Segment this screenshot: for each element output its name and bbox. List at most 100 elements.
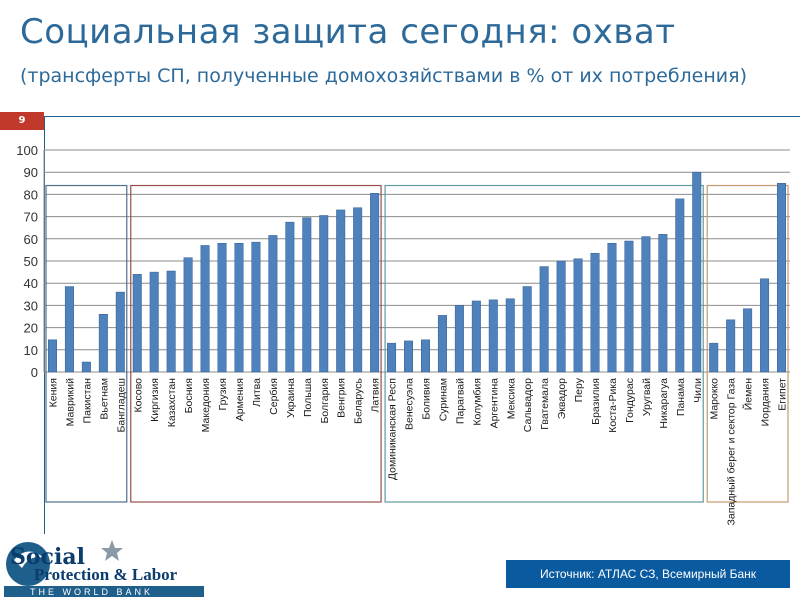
category-label: Беларусь	[353, 377, 365, 423]
group-box	[384, 184, 704, 503]
star-icon	[101, 540, 123, 561]
bar	[166, 270, 176, 373]
bar	[370, 193, 380, 373]
bar	[505, 298, 515, 373]
category-label: Киргизия	[149, 378, 161, 422]
bar	[234, 242, 244, 373]
category-label: Бангладеш	[115, 378, 127, 432]
category-label: Маврикий	[64, 378, 76, 426]
bar	[268, 235, 278, 373]
category-label: Грузия	[217, 378, 229, 410]
category-label: Пакистан	[81, 378, 93, 424]
category-label: Кения	[47, 378, 59, 407]
bar	[488, 299, 498, 373]
category-label: Иордания	[760, 378, 772, 426]
globe-icon	[6, 542, 50, 586]
category-label: Коста-Рика	[607, 378, 619, 433]
bar	[302, 217, 312, 373]
category-label: Доминиканская Респ	[387, 378, 399, 480]
category-label: Сербия	[268, 378, 280, 415]
bar	[217, 242, 227, 373]
category-label: Марокко	[709, 378, 721, 420]
slide-title: Социальная защита сегодня: охват	[20, 12, 676, 52]
category-label: Армения	[234, 378, 246, 421]
y-tick-label: 40	[24, 276, 38, 291]
bar	[404, 340, 414, 373]
bar	[115, 291, 125, 373]
bar	[624, 240, 634, 373]
bar	[726, 319, 736, 373]
bar	[420, 339, 430, 373]
category-label: Польша	[302, 378, 314, 417]
category-label: Гондурас	[624, 378, 636, 423]
bar	[590, 252, 600, 373]
category-label: Украина	[285, 378, 297, 418]
category-label: Эквадор	[556, 378, 568, 419]
bar	[454, 305, 464, 373]
source-note: Источник: АТЛАС СЗ, Всемирный Банк	[506, 560, 790, 588]
category-label: Йемен	[742, 378, 755, 410]
y-tick-label: 100	[16, 143, 38, 158]
bar	[336, 209, 346, 373]
bar	[251, 241, 261, 373]
category-label: Болгария	[319, 378, 331, 423]
bar	[183, 257, 193, 373]
bar	[709, 342, 719, 373]
y-tick-label: 90	[24, 165, 38, 180]
group-box	[130, 184, 382, 503]
bar	[353, 207, 363, 373]
category-label: Боливия	[420, 378, 432, 420]
category-label: Уругвай	[641, 378, 653, 416]
group-box	[45, 184, 128, 503]
y-tick-label: 80	[24, 187, 38, 202]
logo-text-social: Social	[10, 544, 85, 570]
category-label: Косово	[132, 378, 144, 413]
bar	[658, 234, 668, 373]
category-label: Перу	[573, 377, 585, 402]
category-label: Колумбия	[471, 378, 483, 426]
social-protection-labor-logo: Social Protection & Labor THE WORLD BANK	[0, 534, 210, 598]
bar	[556, 260, 566, 373]
coverage-bar-chart: 0 10 20 30 40 50 60 70 80 90 100 Кения Маврикий Пакис…	[16, 143, 790, 526]
bar	[149, 271, 159, 373]
bar	[777, 183, 787, 373]
category-label: Венесуэла	[404, 378, 416, 430]
header-divider	[0, 116, 800, 117]
page-number-badge: 9	[0, 112, 44, 130]
bar	[760, 278, 770, 373]
slide-subtitle: (трансферты СП, полученные домохозяйства…	[20, 65, 747, 87]
bar	[64, 286, 74, 373]
bar	[522, 286, 532, 373]
logo-text-protection: Protection & Labor	[34, 565, 178, 584]
category-label: Суринам	[437, 378, 449, 421]
category-label: Панама	[675, 378, 687, 416]
category-label: Вьетнам	[98, 378, 110, 420]
bar	[285, 221, 295, 373]
category-label: Гватемала	[539, 378, 551, 430]
bar	[573, 258, 583, 373]
category-label: Аргентина	[488, 378, 500, 429]
category-label: Западный берег и сектор Газа	[726, 378, 738, 526]
bar	[471, 300, 481, 373]
bar	[132, 274, 142, 373]
bar	[675, 198, 685, 373]
category-label: Македония	[200, 378, 212, 432]
bar	[81, 361, 91, 373]
category-label: Венгрия	[336, 378, 348, 418]
bar	[641, 236, 651, 373]
y-tick-label: 60	[24, 232, 38, 247]
y-tick-label: 20	[24, 321, 38, 336]
category-label: Казахстан	[166, 378, 178, 427]
category-label: Египет	[777, 378, 789, 411]
bar	[387, 342, 397, 373]
bar	[98, 314, 108, 373]
category-label: Парагвай	[454, 378, 466, 424]
y-tick-label: 70	[24, 210, 38, 225]
y-tick-label: 10	[24, 343, 38, 358]
category-label: Сальвадор	[522, 378, 534, 432]
bar	[743, 308, 753, 373]
category-label: Мексика	[505, 378, 517, 419]
bar	[319, 215, 329, 373]
y-tick-label: 30	[24, 298, 38, 313]
category-label: Бразилия	[590, 378, 602, 425]
